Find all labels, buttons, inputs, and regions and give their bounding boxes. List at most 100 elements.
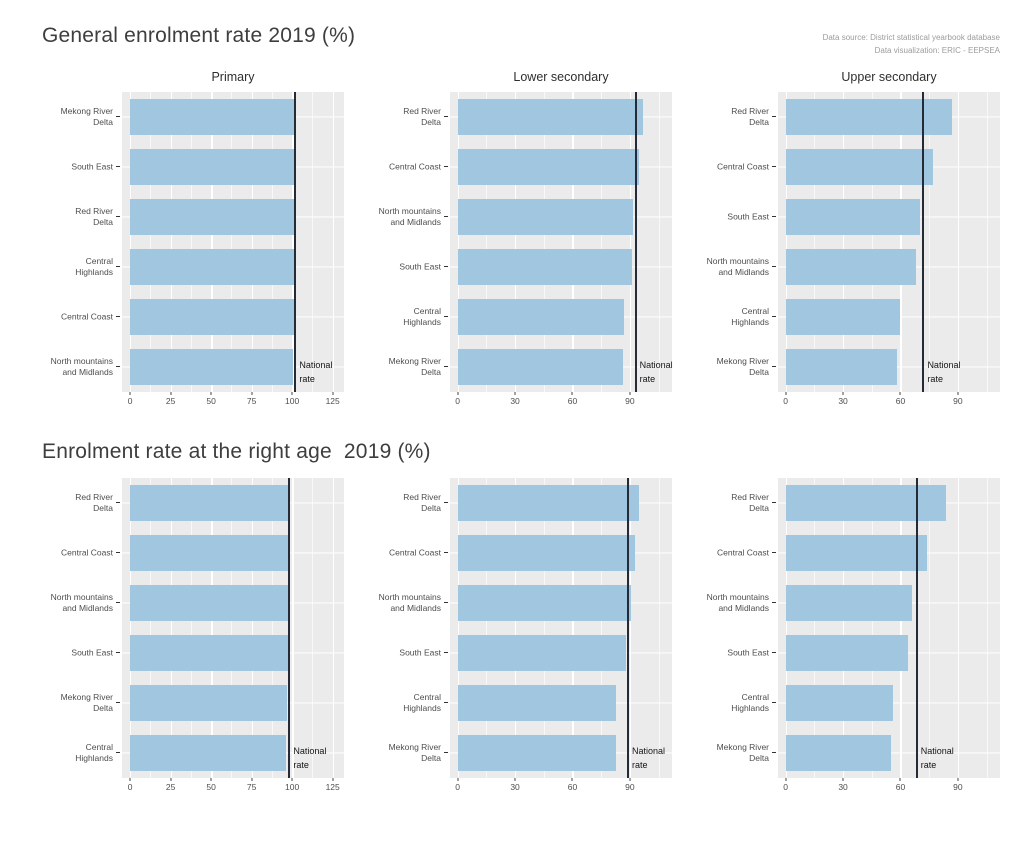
category-label: Central Coast [61, 311, 113, 322]
category-label: South East [399, 261, 441, 272]
page: General enrolment rate 2019 (%) Data sou… [30, 24, 1000, 796]
bar [457, 298, 625, 335]
category-label: Central Highlands [403, 691, 441, 713]
gridline-major [900, 477, 902, 778]
bar [130, 584, 288, 621]
category-label: North mountains and Midlands [378, 591, 441, 613]
plot-area: National rate [450, 91, 673, 392]
category-label: Red River Delta [731, 105, 769, 127]
gridline-minor [312, 477, 314, 778]
y-tick-mark [116, 266, 120, 268]
x-tick-label: 90 [953, 395, 963, 406]
y-tick-mark [444, 316, 448, 318]
gridline-minor [658, 91, 660, 392]
section-title-general: General enrolment rate 2019 (%) [42, 24, 356, 47]
y-tick-mark [772, 266, 776, 268]
y-tick-mark [116, 116, 120, 118]
bar [457, 734, 616, 771]
category-label: Central Highlands [731, 691, 769, 713]
gridline-major [843, 477, 845, 778]
y-tick-mark [116, 702, 120, 704]
bar [457, 198, 633, 235]
chart-panel-general-primary: Primary Mekong River Delta South East Red … [30, 70, 344, 410]
panel-body: Red River Delta Central Coast North mounta… [30, 477, 344, 778]
bar [785, 484, 947, 521]
bar [130, 248, 295, 285]
bar [457, 348, 624, 385]
gridline-minor [150, 477, 152, 778]
y-tick-mark [772, 652, 776, 654]
x-tick-label: 100 [285, 781, 300, 792]
bar [130, 634, 288, 671]
bar [457, 98, 644, 135]
x-tick-mark [332, 391, 334, 395]
x-tick-label: 90 [625, 781, 635, 792]
gridline-major [629, 91, 632, 392]
panel-title: Upper secondary [841, 69, 937, 84]
x-tick-label: 30 [510, 781, 520, 792]
category-label: Mekong River Delta [60, 691, 113, 713]
bar [130, 684, 287, 721]
gridline-major [957, 477, 960, 778]
panel-body: Red River Delta Central Coast South East No… [686, 91, 1000, 392]
gridline-major [785, 477, 788, 778]
x-tick-mark [842, 777, 844, 781]
bar [785, 148, 933, 185]
y-axis-labels: Mekong River Delta South East Red River De… [30, 92, 122, 392]
gridline-major [292, 477, 294, 778]
x-tick-label: 25 [165, 395, 176, 406]
x-tick-mark [210, 777, 212, 781]
x-tick-label: 125 [325, 781, 340, 792]
category-label: Central Coast [717, 547, 769, 558]
data-source-caption: Data source: District statistical yearbo… [823, 24, 1000, 58]
category-label: Central Highlands [731, 305, 769, 327]
chart-panel-right-age-upper-secondary: Red River Delta Central Coast North mounta… [686, 477, 1000, 796]
y-tick-mark [772, 702, 776, 704]
plot-area: National rate [450, 477, 672, 778]
bar [785, 634, 909, 671]
national-rate-line [634, 91, 637, 392]
x-tick-mark [899, 777, 901, 781]
x-axis: 0 25 50 75 100 125 [122, 391, 344, 410]
x-tick-label: 100 [285, 395, 300, 406]
gridline-minor [486, 91, 488, 392]
category-label: Mekong River Delta [388, 355, 441, 377]
national-rate-line [626, 477, 629, 778]
gridline-major [251, 91, 254, 392]
y-tick-mark [772, 602, 776, 604]
x-tick-mark [899, 391, 901, 395]
y-tick-mark [444, 266, 448, 268]
gridline-major [843, 91, 845, 392]
chart-row-general: Primary Mekong River Delta South East Red … [30, 70, 1000, 410]
panel-title: Lower secondary [513, 69, 609, 84]
y-axis-labels: Red River Delta Central Coast North mounta… [686, 478, 778, 778]
category-label: Central Coast [717, 161, 769, 172]
y-tick-mark [444, 602, 448, 604]
gridline-major [332, 477, 335, 778]
x-axis: 0 30 60 90 [778, 391, 1000, 410]
bar [785, 298, 901, 335]
x-tick-mark [251, 391, 253, 395]
y-tick-mark [116, 652, 120, 654]
category-label: Red River Delta [731, 491, 769, 513]
gridline-minor [190, 91, 192, 392]
y-tick-mark [772, 116, 776, 118]
bar [457, 248, 632, 285]
bar [785, 98, 953, 135]
x-tick-label: 60 [895, 395, 906, 406]
gridline-minor [871, 91, 873, 392]
y-tick-mark [116, 552, 120, 554]
gridline-major [900, 91, 902, 392]
category-label: South East [71, 647, 113, 658]
y-tick-mark [444, 552, 448, 554]
y-tick-mark [116, 752, 120, 754]
bar [130, 734, 287, 771]
gridline-major [457, 477, 460, 778]
x-tick-label: 0 [783, 395, 789, 406]
gridline-major [211, 91, 213, 392]
national-rate-label: National rate [631, 745, 665, 771]
y-axis-labels: Red River Delta Central Coast South East No… [686, 92, 778, 392]
y-tick-mark [772, 366, 776, 368]
gridline-major [629, 477, 632, 778]
x-tick-mark [842, 391, 844, 395]
